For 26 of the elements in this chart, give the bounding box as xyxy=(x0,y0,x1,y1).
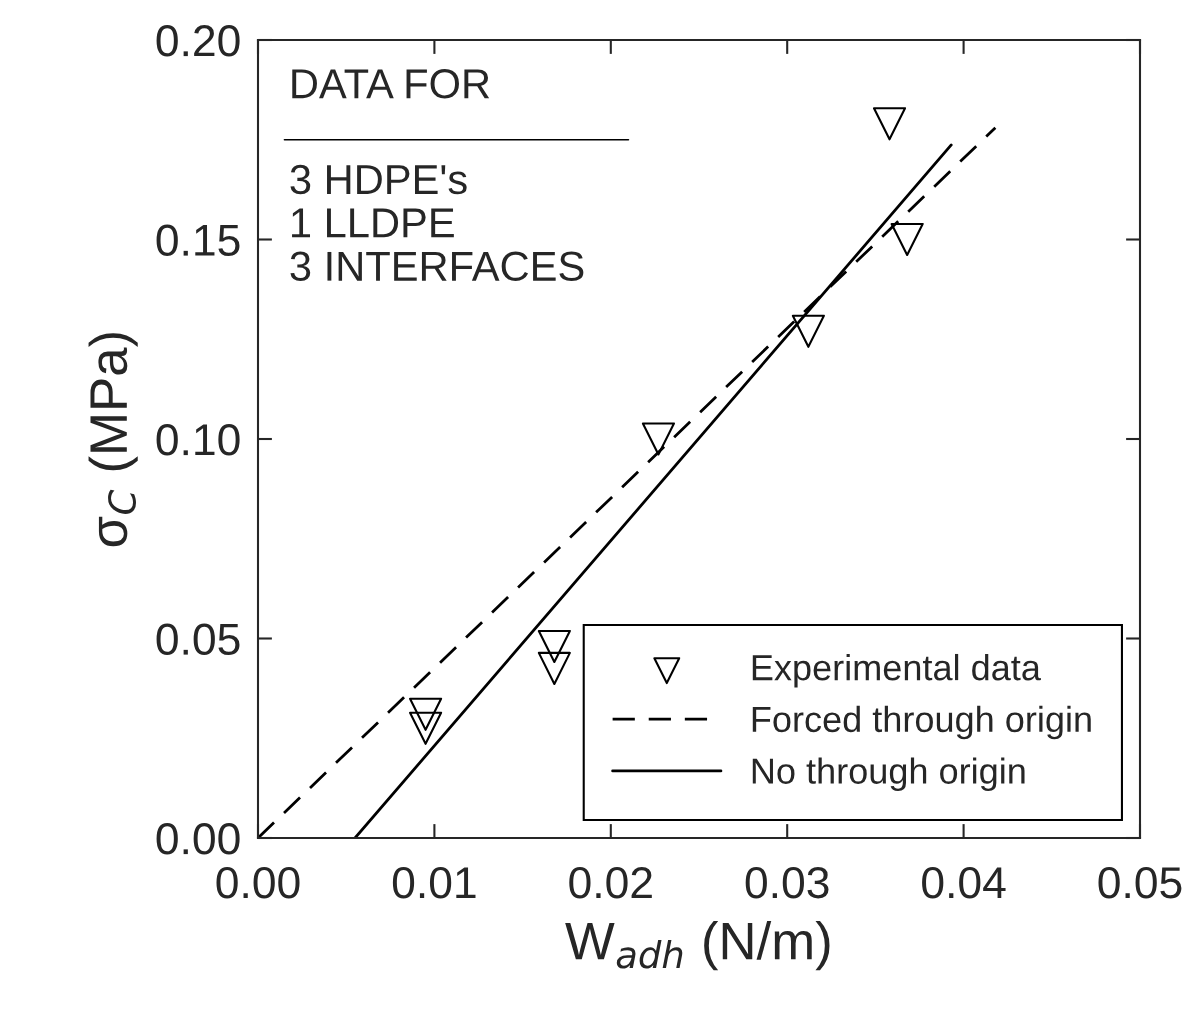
x-tick-label: 0.00 xyxy=(216,866,300,899)
x-axis-title: W$_{adh}$ (N/m) xyxy=(565,921,830,971)
point xyxy=(537,651,571,685)
x-tick-label: 0.01 xyxy=(392,866,476,899)
x-tick-label: 0.05 xyxy=(1098,866,1182,899)
legend-label: Experimental data xyxy=(752,653,1041,688)
y-tick-label: 0.05 xyxy=(156,623,240,656)
x-tick-label: 0.04 xyxy=(922,866,1006,899)
x-tick-label: 0.02 xyxy=(569,866,652,899)
annotation: 3 HDPE's 1 LLDPE 3 INTERFACES xyxy=(290,164,584,282)
x-tick-label: 0.03 xyxy=(745,866,829,899)
point xyxy=(537,629,571,664)
point xyxy=(890,222,924,257)
y-tick-label: 0.00 xyxy=(156,823,240,855)
annotation: DATA FOR xyxy=(292,69,490,99)
point xyxy=(872,107,907,141)
y-tick-label: 0.10 xyxy=(156,424,240,456)
point xyxy=(791,314,825,348)
point xyxy=(641,422,675,456)
y-tick-label: 0.15 xyxy=(156,224,240,257)
point xyxy=(409,697,443,731)
y-axis-title: σ$_{C}$ (MPa) xyxy=(88,333,138,547)
legend-label: Forced through origin xyxy=(752,705,1091,740)
y-tick-label: 0.20 xyxy=(156,25,240,57)
legend-label: No through origin xyxy=(752,757,1025,792)
point xyxy=(409,711,443,745)
